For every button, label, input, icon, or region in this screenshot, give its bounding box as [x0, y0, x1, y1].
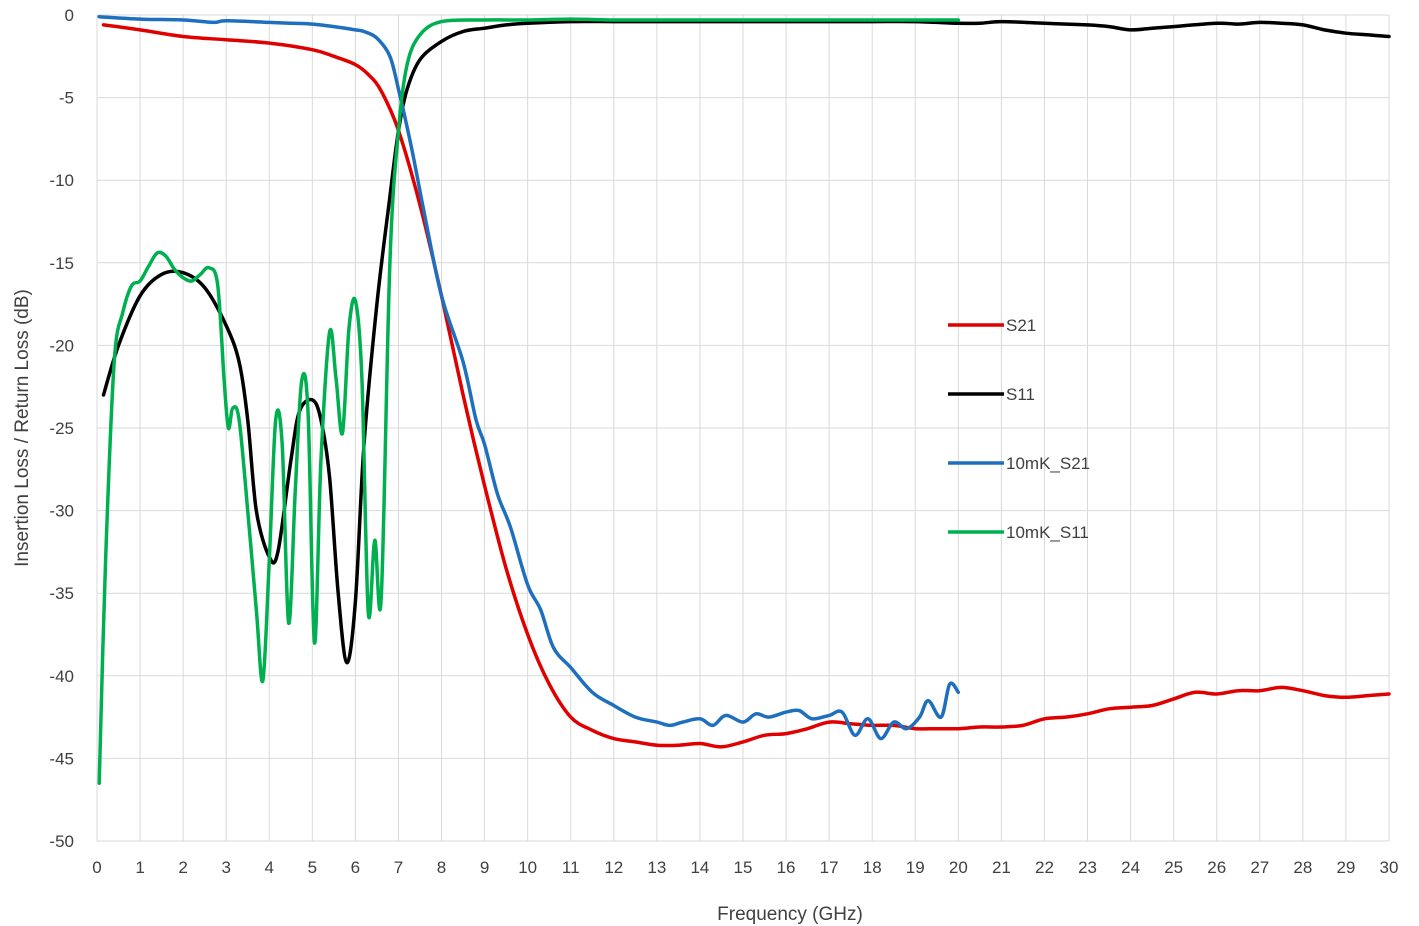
x-tick-label: 18: [863, 858, 882, 877]
x-tick-label: 30: [1380, 858, 1399, 877]
x-axis-title: Frequency (GHz): [717, 904, 863, 925]
legend: S21 S11 10mK_S21 10mK_S11: [948, 316, 1090, 542]
series-line-10mk-s21: [97, 14, 961, 741]
y-tick-label: -35: [49, 584, 74, 603]
x-tick-labels: 0 1 2 3 4 5 6 7 8 9 10 11 12 13 14 15 16 17 18 19 20 21 22 23 24…: [92, 858, 1398, 877]
legend-label: S21: [1006, 316, 1036, 335]
y-tick-label: -50: [49, 832, 74, 851]
y-tick-label: -25: [49, 419, 74, 438]
x-tick-label: 23: [1078, 858, 1097, 877]
x-tick-label: 6: [351, 858, 360, 877]
y-axis-title: Insertion Loss / Return Loss (dB): [12, 289, 33, 567]
y-tick-label: -30: [49, 502, 74, 521]
x-tick-label: 10: [518, 858, 537, 877]
y-tick-label: -20: [49, 336, 74, 355]
x-tick-label: 2: [178, 858, 187, 877]
x-tick-label: 29: [1336, 858, 1355, 877]
x-tick-label: 28: [1293, 858, 1312, 877]
x-tick-label: 16: [777, 858, 796, 877]
x-tick-label: 0: [92, 858, 101, 877]
y-tick-labels: 0 -5 -10 -15 -20 -25 -30 -35 -40 -45 -50: [49, 6, 74, 851]
x-tick-label: 19: [906, 858, 925, 877]
x-tick-label: 9: [480, 858, 489, 877]
x-tick-label: 14: [690, 858, 709, 877]
x-tick-label: 7: [394, 858, 403, 877]
grid-lines: [96, 14, 1390, 842]
x-tick-label: 21: [992, 858, 1011, 877]
x-tick-label: 5: [308, 858, 317, 877]
x-tick-label: 13: [647, 858, 666, 877]
x-tick-label: 22: [1035, 858, 1054, 877]
x-tick-label: 12: [604, 858, 623, 877]
x-tick-label: 1: [135, 858, 144, 877]
legend-label: S11: [1006, 385, 1035, 404]
legend-label: 10mK_S21: [1006, 454, 1090, 473]
x-tick-label: 27: [1250, 858, 1269, 877]
x-tick-label: 15: [734, 858, 753, 877]
x-tick-label: 24: [1121, 858, 1140, 877]
series-line-s11: [101, 19, 1391, 665]
x-tick-label: 11: [562, 858, 580, 877]
x-tick-label: 17: [820, 858, 839, 877]
x-tick-label: 3: [221, 858, 230, 877]
y-tick-label: 0: [65, 6, 74, 25]
legend-label: 10mK_S11: [1006, 523, 1089, 542]
x-tick-label: 4: [265, 858, 274, 877]
y-tick-label: -5: [59, 89, 74, 108]
series-line-10mk-s11: [97, 17, 961, 785]
series-layer: [97, 14, 1391, 785]
x-tick-label: 26: [1207, 858, 1226, 877]
y-tick-label: -15: [49, 254, 74, 273]
y-tick-label: -10: [49, 171, 74, 190]
x-tick-label: 25: [1164, 858, 1183, 877]
y-tick-label: -40: [49, 667, 74, 686]
series-line-s21: [101, 23, 1391, 749]
x-tick-label: 20: [949, 858, 968, 877]
y-tick-label: -45: [49, 749, 74, 768]
x-tick-label: 8: [437, 858, 446, 877]
